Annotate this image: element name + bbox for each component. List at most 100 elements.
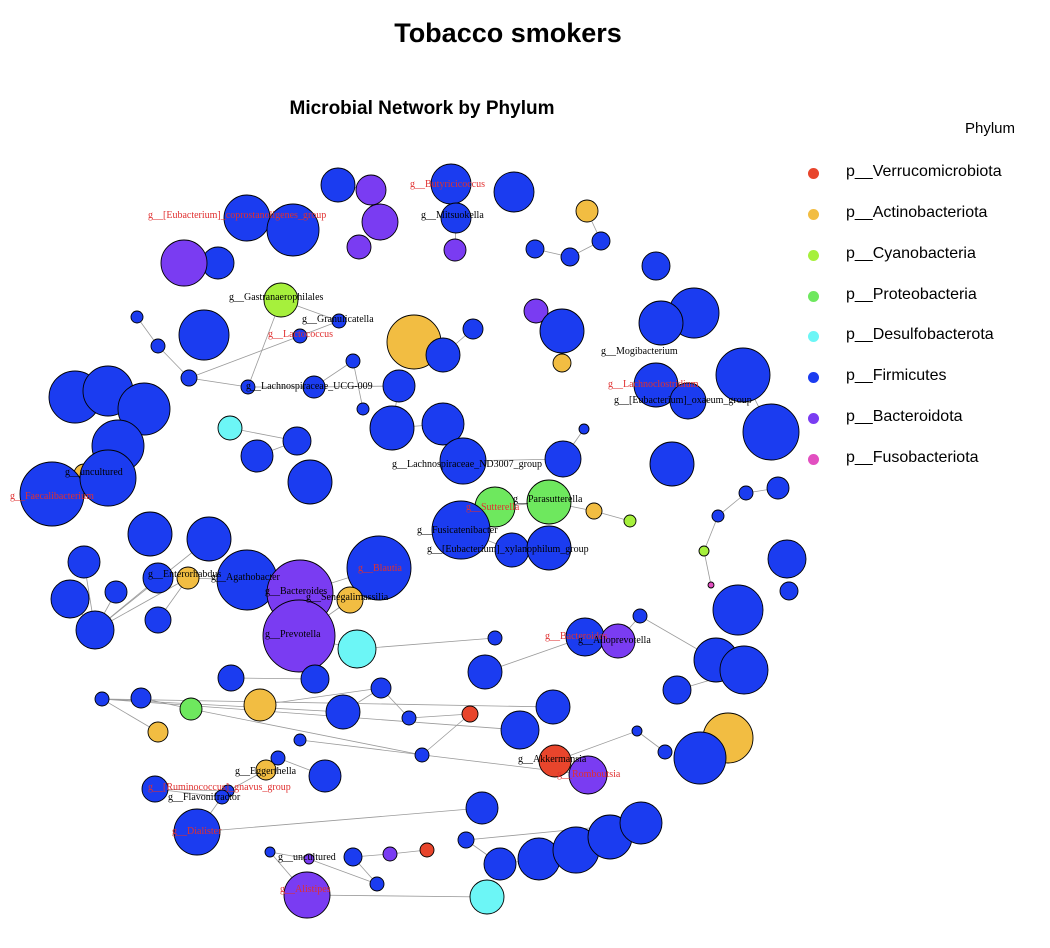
network-node bbox=[443, 238, 467, 262]
network-node bbox=[214, 789, 230, 805]
network-node bbox=[698, 545, 710, 557]
legend-swatch bbox=[808, 209, 819, 220]
node-label: g__Mitsuokella bbox=[421, 210, 484, 221]
legend-title: Phylum bbox=[965, 120, 1016, 137]
network-title: Microbial Network by Phylum bbox=[289, 98, 555, 119]
network-node bbox=[331, 313, 347, 329]
network-node bbox=[243, 688, 277, 722]
network-node bbox=[457, 831, 475, 849]
node-label: g__[Ruminococcus]_gnavus_group bbox=[148, 782, 291, 793]
network-node bbox=[707, 581, 715, 589]
network-node bbox=[142, 562, 174, 594]
node-label: g__Prevotella bbox=[265, 629, 321, 640]
network-node bbox=[356, 402, 370, 416]
network-node bbox=[186, 516, 232, 562]
node-label: g__Agathobacter bbox=[211, 572, 281, 583]
network-node bbox=[262, 599, 336, 673]
network-node bbox=[127, 511, 173, 557]
network-node bbox=[337, 629, 377, 669]
node-label: g__Lachnoclostridium bbox=[608, 379, 699, 390]
network-node bbox=[779, 581, 799, 601]
network-node bbox=[439, 437, 487, 485]
network-node bbox=[79, 449, 137, 507]
network-node bbox=[150, 338, 166, 354]
network-node bbox=[361, 203, 399, 241]
node-label: g__Enterorhabdus bbox=[148, 569, 221, 580]
network-edge bbox=[188, 377, 249, 388]
network-node bbox=[662, 675, 692, 705]
node-label: g__Fusicatenibacter bbox=[417, 525, 498, 536]
page-title: Tobacco smokers bbox=[394, 18, 622, 48]
network-node bbox=[303, 853, 315, 865]
network-node bbox=[591, 231, 611, 251]
network-node bbox=[283, 871, 331, 919]
network-node bbox=[178, 309, 230, 361]
network-node bbox=[544, 440, 582, 478]
network-node bbox=[401, 710, 417, 726]
network-node bbox=[500, 710, 540, 750]
network-labels: g__[Eubacterium]_coprostanoligenes_group… bbox=[10, 179, 752, 895]
network-node bbox=[421, 402, 465, 446]
network-node bbox=[538, 744, 572, 778]
network-node bbox=[578, 423, 590, 435]
legend-item: p__Cyanobacteria bbox=[800, 244, 1040, 268]
network-node bbox=[75, 610, 115, 650]
network-node bbox=[631, 725, 643, 737]
node-label: g__Butyricicoccus bbox=[410, 179, 485, 190]
network-node bbox=[719, 645, 769, 695]
network-node bbox=[487, 630, 503, 646]
network-node bbox=[369, 876, 385, 892]
network-node bbox=[144, 606, 172, 634]
legend-swatch bbox=[808, 454, 819, 465]
network-node bbox=[255, 759, 277, 781]
network-node bbox=[742, 403, 800, 461]
network-node bbox=[266, 203, 320, 257]
network-node bbox=[370, 677, 392, 699]
legend-item: p__Fusobacteriota bbox=[800, 448, 1040, 472]
node-label: g__Romboutsia bbox=[557, 769, 621, 780]
network-edge bbox=[306, 894, 488, 898]
network-node bbox=[369, 405, 415, 451]
legend-label: p__Verrucomicrobiota bbox=[846, 163, 1002, 180]
network-node bbox=[282, 426, 312, 456]
legend-label: p__Bacteroidota bbox=[846, 408, 963, 425]
legend-item: p__Verrucomicrobiota bbox=[800, 162, 1040, 186]
network-node bbox=[568, 755, 608, 795]
node-label: g__Lachnospiraceae_UCG-009 bbox=[246, 381, 373, 392]
node-label: g__[Eubacterium]_oxaeum_group bbox=[614, 395, 752, 406]
legend-item: p__Firmicutes bbox=[800, 366, 1040, 390]
node-label: g__Alistipes bbox=[280, 884, 331, 895]
network-node bbox=[173, 808, 221, 856]
network-edge bbox=[190, 708, 423, 756]
node-label: g__Gastranaerophilales bbox=[229, 292, 324, 303]
network-node bbox=[293, 733, 307, 747]
network-node bbox=[560, 247, 580, 267]
network-node bbox=[649, 441, 695, 487]
network-node bbox=[440, 202, 472, 234]
network-node bbox=[493, 171, 535, 213]
legend-item: p__Actinobacteriota bbox=[800, 203, 1040, 227]
network-node bbox=[264, 846, 276, 858]
network-node bbox=[343, 847, 363, 867]
network-node bbox=[738, 485, 754, 501]
network-node bbox=[414, 747, 430, 763]
network-node bbox=[465, 791, 499, 825]
network-edge bbox=[356, 637, 496, 650]
node-label: g__Bacteroides bbox=[545, 631, 607, 642]
network-node bbox=[94, 691, 110, 707]
network-node bbox=[425, 337, 461, 373]
network-node bbox=[302, 375, 326, 399]
network-node bbox=[141, 775, 169, 803]
network-node bbox=[180, 369, 198, 387]
network-node bbox=[431, 500, 491, 560]
network-node bbox=[67, 545, 101, 579]
network-node bbox=[19, 461, 85, 527]
network-edge bbox=[101, 698, 159, 733]
network-node bbox=[526, 479, 572, 525]
network-node bbox=[623, 514, 637, 528]
network-edge bbox=[352, 360, 364, 410]
legend-item: p__Proteobacteria bbox=[800, 285, 1040, 309]
network-node bbox=[526, 525, 572, 571]
node-label: g__Faecalibacterium bbox=[10, 491, 94, 502]
network-node bbox=[217, 664, 245, 692]
